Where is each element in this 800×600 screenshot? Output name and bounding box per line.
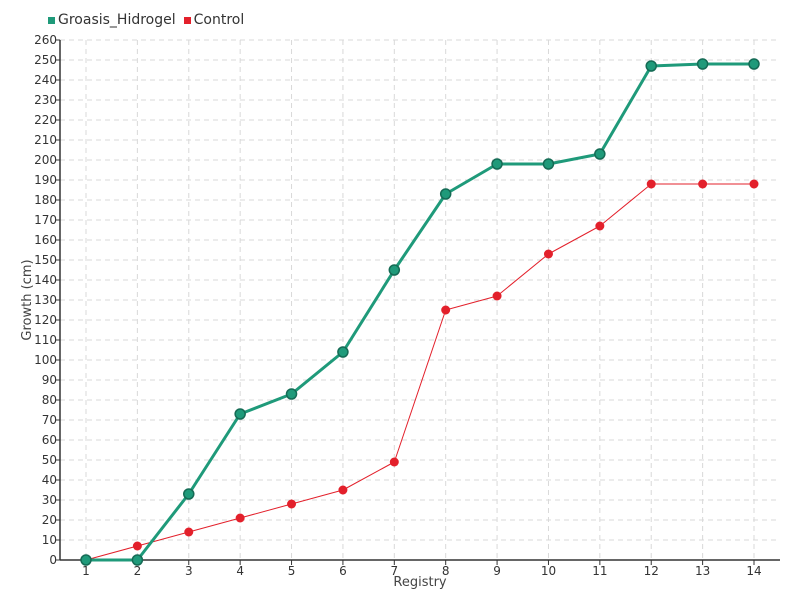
y-tick-label: 40 — [42, 473, 57, 487]
y-tick-label: 230 — [34, 93, 57, 107]
grid — [60, 39, 780, 560]
data-point-control — [441, 305, 451, 315]
y-tick-label: 250 — [34, 53, 57, 67]
y-tick-label: 50 — [42, 453, 57, 467]
data-point-control — [492, 291, 502, 301]
y-tick-label: 20 — [42, 513, 57, 527]
y-tick-label: 90 — [42, 373, 57, 387]
data-point-control — [235, 513, 245, 523]
x-tick-label: 2 — [134, 564, 142, 578]
data-point-groasis — [542, 158, 555, 170]
series-layer — [80, 58, 760, 566]
y-tick-label: 100 — [34, 353, 57, 367]
y-tick-label: 220 — [34, 113, 57, 127]
data-point-groasis — [594, 148, 606, 160]
x-tick-label: 10 — [541, 564, 556, 578]
x-tick-label: 5 — [288, 564, 296, 578]
legend: Groasis_Hidrogel Control — [48, 12, 244, 28]
data-point-groasis — [439, 188, 452, 200]
x-tick-label: 12 — [644, 564, 659, 578]
data-point-groasis — [131, 554, 144, 566]
y-tick-label: 190 — [34, 173, 57, 187]
legend-item-control[interactable]: Control — [183, 12, 245, 28]
y-tick-label: 80 — [42, 393, 57, 407]
y-tick-label: 70 — [42, 413, 57, 427]
x-tick-label: 9 — [493, 564, 501, 578]
series-line-groasis — [86, 62, 754, 562]
data-point-control — [646, 179, 656, 189]
data-point-control — [287, 499, 297, 509]
y-tick-label: 200 — [34, 153, 57, 167]
data-point-groasis — [388, 264, 401, 276]
legend-label-control: Control — [193, 12, 245, 28]
x-tick-label: 14 — [746, 564, 761, 578]
data-point-groasis — [337, 346, 349, 358]
data-point-control — [595, 221, 605, 231]
data-point-control — [389, 457, 399, 467]
data-point-groasis — [234, 408, 246, 420]
y-axis-ticks: 0 10 20 30 40 50 60 70 80 90 100 110 120 130 140 150 160… — [34, 33, 60, 567]
y-tick-label: 260 — [34, 33, 57, 47]
data-point-groasis — [491, 158, 503, 170]
legend-swatch-groasis — [48, 16, 55, 24]
data-point-control — [184, 527, 194, 537]
data-point-groasis — [80, 554, 92, 566]
data-point-control — [132, 541, 142, 551]
data-point-control — [698, 179, 708, 189]
x-tick-label: 11 — [592, 564, 607, 578]
y-tick-label: 170 — [34, 213, 57, 227]
y-tick-label: 240 — [34, 73, 57, 87]
legend-swatch-control — [183, 16, 191, 24]
data-point-groasis — [285, 388, 298, 400]
x-tick-label: 8 — [442, 564, 450, 578]
data-point-control — [749, 179, 759, 189]
data-point-groasis — [696, 58, 709, 70]
y-tick-label: 10 — [42, 533, 57, 547]
y-tick-label: 150 — [34, 253, 57, 267]
data-point-control — [338, 485, 348, 495]
y-tick-label: 60 — [42, 433, 57, 447]
y-tick-label: 210 — [34, 133, 57, 147]
y-tick-label: 130 — [34, 293, 57, 307]
x-axis-ticks: 1 2 3 4 5 6 7 8 9 10 11 12 13 14 — [82, 560, 762, 578]
y-tick-label: 160 — [34, 233, 57, 247]
data-point-control — [543, 249, 553, 259]
x-tick-label: 6 — [339, 564, 347, 578]
y-tick-label: 30 — [42, 493, 57, 507]
y-tick-label: 110 — [34, 333, 57, 347]
x-tick-label: 7 — [390, 564, 398, 578]
series-line-control — [85, 183, 754, 561]
legend-label-groasis: Groasis_Hidrogel — [58, 12, 176, 28]
x-tick-label: 1 — [82, 564, 90, 578]
x-tick-label: 13 — [695, 564, 710, 578]
legend-item-groasis[interactable]: Groasis_Hidrogel — [48, 12, 176, 28]
data-point-groasis — [748, 58, 760, 70]
x-tick-label: 3 — [185, 564, 193, 578]
y-tick-label: 180 — [34, 193, 57, 207]
x-tick-label: 4 — [236, 564, 244, 578]
x-axis-label: Registry — [393, 575, 447, 590]
y-tick-label: 140 — [34, 273, 57, 287]
y-axis-label: Growth (cm) — [20, 259, 35, 340]
y-tick-label: 0 — [49, 553, 57, 567]
y-tick-label: 120 — [34, 313, 57, 327]
data-point-groasis — [183, 488, 195, 500]
data-point-groasis — [645, 60, 657, 72]
